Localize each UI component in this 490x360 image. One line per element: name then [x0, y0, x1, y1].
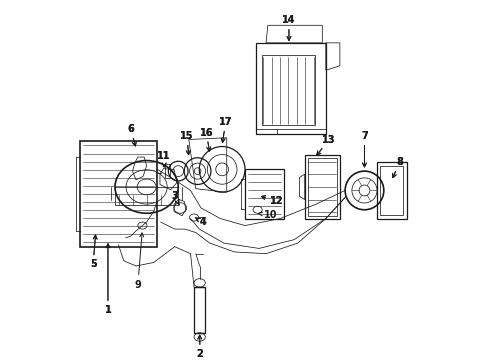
Bar — [245, 169, 284, 219]
Text: 6: 6 — [127, 124, 136, 146]
Bar — [262, 55, 315, 125]
Text: 1: 1 — [104, 244, 111, 315]
Bar — [165, 164, 170, 178]
Bar — [380, 166, 403, 215]
Text: 13: 13 — [317, 135, 336, 155]
Text: 17: 17 — [219, 117, 232, 142]
Text: 10: 10 — [259, 210, 278, 220]
Text: 8: 8 — [392, 157, 403, 177]
Text: 8: 8 — [392, 157, 403, 177]
Text: 3: 3 — [172, 191, 179, 205]
Text: 4: 4 — [196, 217, 206, 227]
Bar — [194, 287, 205, 333]
Text: 17: 17 — [219, 117, 232, 142]
Text: 6: 6 — [127, 124, 136, 146]
Bar — [115, 187, 178, 205]
Text: 5: 5 — [90, 235, 97, 269]
Text: 11: 11 — [157, 150, 171, 167]
Text: 11: 11 — [157, 150, 171, 167]
Text: 12: 12 — [262, 196, 283, 206]
Text: 12: 12 — [262, 196, 283, 206]
Text: 3: 3 — [172, 191, 179, 205]
Text: 2: 2 — [196, 335, 203, 359]
Bar — [308, 158, 337, 216]
Text: 15: 15 — [180, 131, 194, 154]
Bar — [305, 155, 340, 219]
Text: 5: 5 — [90, 235, 97, 269]
Text: 7: 7 — [361, 131, 368, 167]
Text: 16: 16 — [199, 128, 213, 151]
Bar — [256, 43, 326, 134]
Text: 16: 16 — [199, 128, 213, 151]
Text: 4: 4 — [196, 217, 206, 227]
Text: 2: 2 — [196, 335, 203, 359]
Text: 7: 7 — [361, 131, 368, 167]
Text: 14: 14 — [282, 15, 295, 40]
Text: 13: 13 — [317, 135, 336, 155]
Text: 15: 15 — [180, 131, 194, 154]
Bar — [377, 162, 407, 219]
Text: 14: 14 — [282, 15, 295, 40]
Bar — [80, 141, 157, 247]
Text: 9: 9 — [134, 233, 144, 290]
Text: 1: 1 — [104, 244, 111, 315]
